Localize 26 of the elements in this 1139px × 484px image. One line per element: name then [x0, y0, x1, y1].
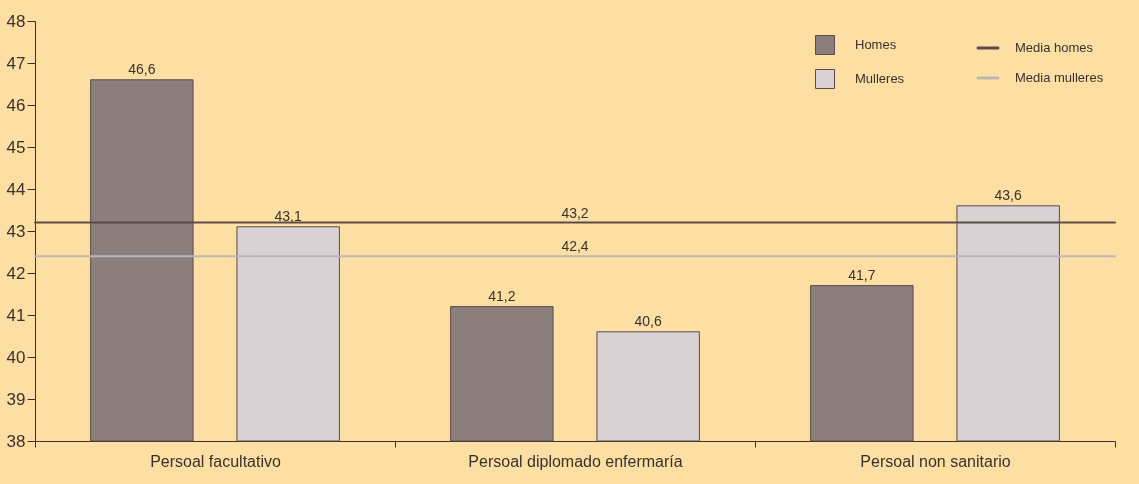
annotation: 42,4	[561, 238, 589, 255]
y-tick-label: 48	[6, 11, 26, 31]
y-tick-label: 47	[6, 53, 26, 73]
data-label: 43,1	[274, 207, 303, 224]
y-tick-label: 40	[6, 347, 26, 367]
y-tick-label: 46	[6, 95, 26, 115]
x-tick-label: Persoal facultativo	[150, 452, 281, 470]
data-label: 40,6	[634, 312, 663, 329]
y-tick-label: 41	[6, 305, 26, 325]
data-label: 43,6	[994, 186, 1023, 203]
y-tick-label: 39	[6, 389, 26, 409]
data-label: 41,2	[488, 287, 516, 304]
data-label: 41,7	[848, 266, 876, 283]
y-tick-label: 43	[6, 221, 26, 241]
annotation: 43,2	[561, 204, 589, 221]
data-label: 46,6	[128, 60, 156, 77]
legend-label: Media mulleres	[1015, 70, 1104, 85]
legend-label: Mulleres	[855, 71, 905, 86]
y-tick-label: 45	[6, 137, 26, 157]
y-tick-label: 38	[6, 431, 26, 451]
x-tick-label: Persoal non sanitario	[860, 452, 1011, 470]
x-tick-label: Persoal diplomado enfermaría	[468, 452, 683, 470]
legend-label: Media homes	[1015, 40, 1094, 55]
legend-label: Homes	[855, 37, 897, 52]
y-tick-label: 42	[6, 263, 26, 283]
y-tick-label: 44	[6, 179, 26, 199]
